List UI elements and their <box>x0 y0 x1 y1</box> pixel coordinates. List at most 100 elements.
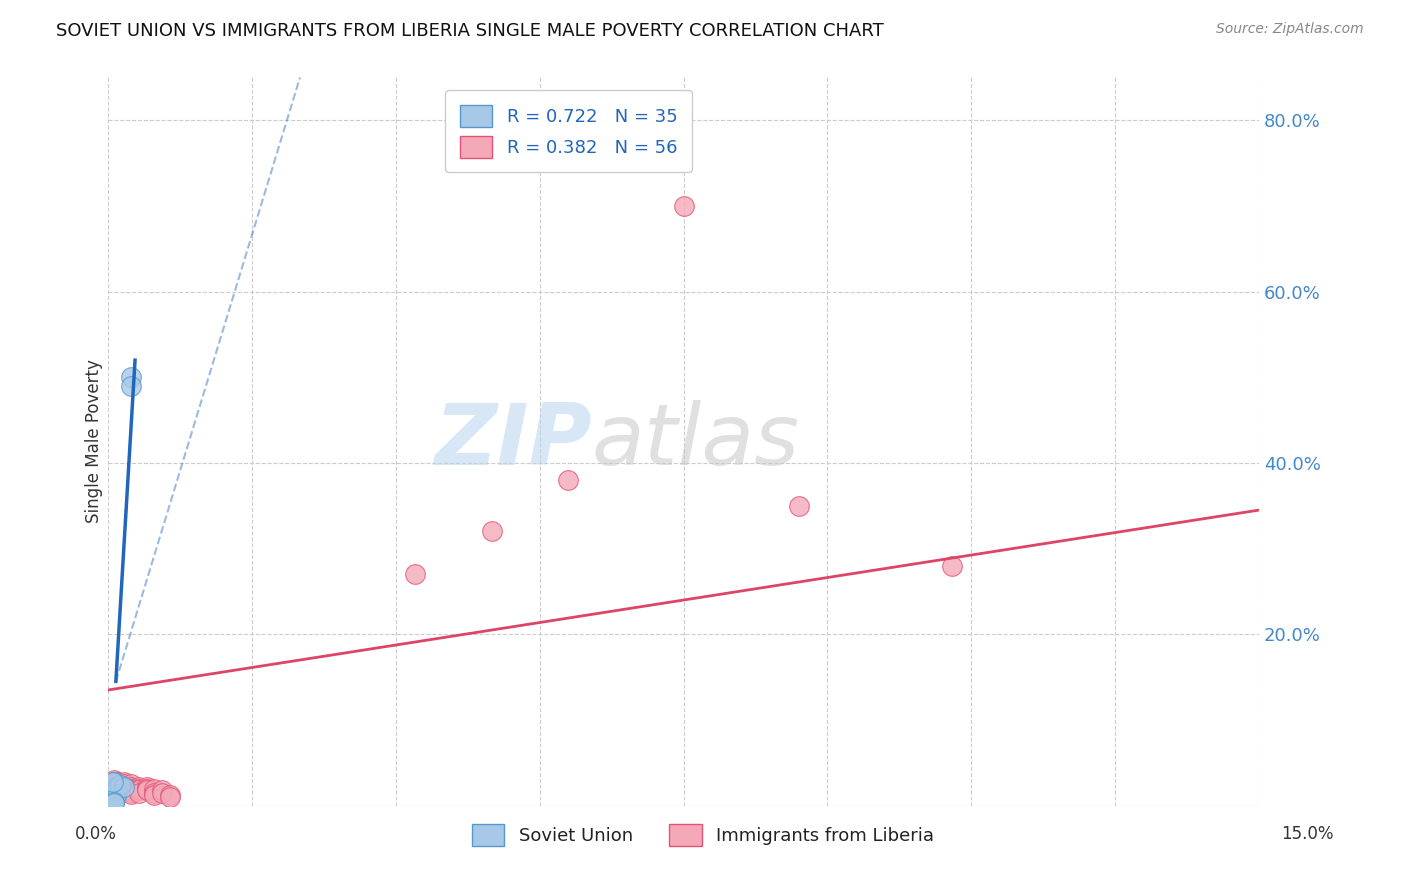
Point <box>941 558 963 573</box>
Point <box>112 785 135 799</box>
Point <box>103 791 125 805</box>
Point <box>104 777 127 791</box>
Text: atlas: atlas <box>592 400 800 483</box>
Point <box>104 785 127 799</box>
Point <box>787 499 810 513</box>
Point <box>112 781 135 796</box>
Point <box>104 782 127 797</box>
Point <box>103 792 125 806</box>
Point <box>103 785 125 799</box>
Point <box>103 774 125 789</box>
Point <box>104 787 127 801</box>
Point <box>135 783 157 797</box>
Point <box>104 781 127 796</box>
Point <box>143 781 166 796</box>
Point <box>103 794 125 808</box>
Point <box>128 783 150 797</box>
Point <box>103 785 125 799</box>
Point <box>120 785 142 799</box>
Point <box>103 786 125 800</box>
Point <box>103 789 125 804</box>
Y-axis label: Single Male Poverty: Single Male Poverty <box>86 359 103 524</box>
Point <box>104 781 127 796</box>
Point <box>108 778 131 792</box>
Point <box>105 780 128 794</box>
Point <box>103 786 125 800</box>
Point <box>112 774 135 789</box>
Point <box>120 781 142 796</box>
Point <box>105 774 128 789</box>
Point <box>108 777 131 791</box>
Point <box>103 790 125 805</box>
Point <box>120 777 142 791</box>
Point <box>135 781 157 796</box>
Point <box>104 780 127 794</box>
Text: ZIP: ZIP <box>434 400 592 483</box>
Point <box>104 789 127 803</box>
Point <box>120 783 142 797</box>
Legend: R = 0.722   N = 35, R = 0.382   N = 56: R = 0.722 N = 35, R = 0.382 N = 56 <box>446 90 692 172</box>
Point <box>103 783 125 797</box>
Point <box>103 780 125 794</box>
Point <box>128 786 150 800</box>
Point <box>120 379 142 393</box>
Point <box>103 793 125 807</box>
Point <box>143 786 166 800</box>
Point <box>404 567 426 582</box>
Text: 0.0%: 0.0% <box>75 825 117 843</box>
Point <box>103 792 125 806</box>
Point <box>112 783 135 797</box>
Point <box>112 780 135 794</box>
Point <box>104 785 127 799</box>
Point <box>105 783 128 797</box>
Point <box>103 781 125 796</box>
Point <box>150 783 173 797</box>
Point <box>128 780 150 794</box>
Point <box>159 789 181 803</box>
Text: 15.0%: 15.0% <box>1281 825 1334 843</box>
Point <box>108 781 131 796</box>
Point <box>101 774 124 789</box>
Point <box>120 370 142 384</box>
Point <box>103 787 125 801</box>
Point <box>108 780 131 794</box>
Point <box>104 786 127 800</box>
Point <box>103 784 125 798</box>
Point <box>103 788 125 802</box>
Point <box>104 784 127 798</box>
Point <box>103 774 125 789</box>
Point <box>128 781 150 796</box>
Point <box>105 781 128 796</box>
Point <box>104 788 127 802</box>
Point <box>103 783 125 797</box>
Point <box>150 786 173 800</box>
Point <box>120 780 142 794</box>
Point <box>103 795 125 809</box>
Point <box>103 781 125 796</box>
Point <box>105 777 128 791</box>
Text: SOVIET UNION VS IMMIGRANTS FROM LIBERIA SINGLE MALE POVERTY CORRELATION CHART: SOVIET UNION VS IMMIGRANTS FROM LIBERIA … <box>56 22 884 40</box>
Point <box>104 783 127 797</box>
Point <box>557 473 579 487</box>
Point <box>105 780 128 794</box>
Point <box>481 524 503 539</box>
Point <box>135 780 157 794</box>
Text: Source: ZipAtlas.com: Source: ZipAtlas.com <box>1216 22 1364 37</box>
Point <box>120 787 142 801</box>
Point <box>104 783 127 797</box>
Point <box>103 787 125 801</box>
Point <box>159 790 181 805</box>
Point <box>103 789 125 803</box>
Point <box>143 789 166 803</box>
Point <box>112 780 135 794</box>
Point <box>103 796 125 810</box>
Point <box>103 788 125 802</box>
Point <box>672 199 695 213</box>
Point <box>103 777 125 791</box>
Legend: Soviet Union, Immigrants from Liberia: Soviet Union, Immigrants from Liberia <box>457 810 949 861</box>
Point <box>103 772 125 787</box>
Point <box>104 774 127 789</box>
Point <box>104 786 127 800</box>
Point <box>112 777 135 791</box>
Point <box>104 780 127 794</box>
